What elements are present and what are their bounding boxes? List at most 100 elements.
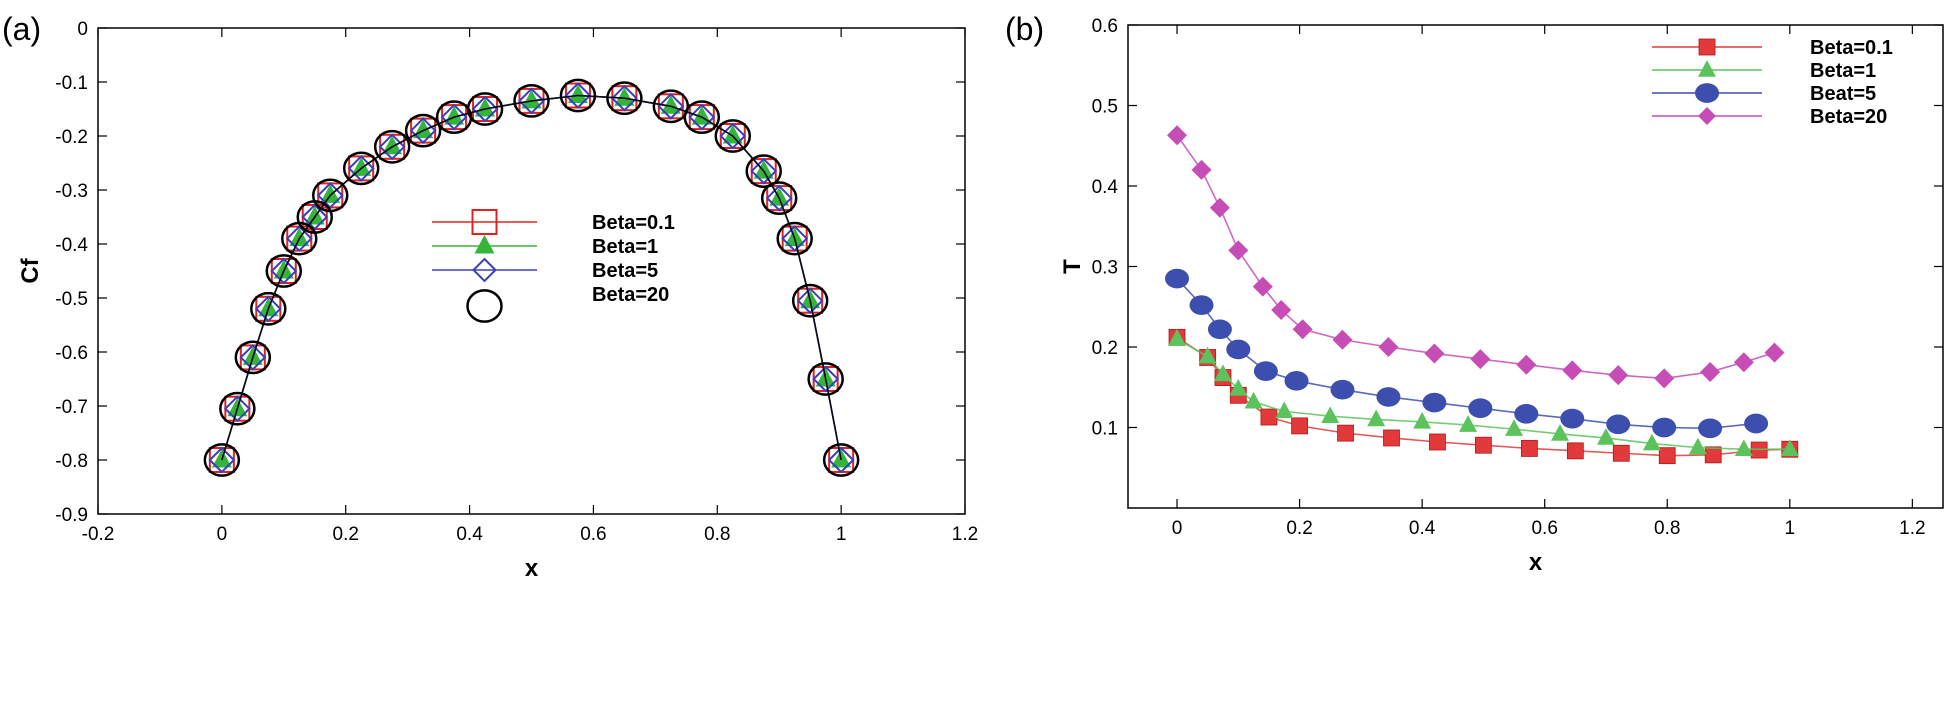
data-point: [765, 184, 793, 212]
data-point: [513, 84, 550, 118]
data-point: [564, 82, 592, 109]
legend-label: Beta=1: [592, 236, 658, 258]
data-point: [1167, 125, 1188, 146]
data-point: [270, 257, 298, 285]
data-point: [750, 157, 778, 185]
data-point: [1475, 436, 1492, 454]
data-point: [1612, 444, 1630, 462]
legend-marker: [466, 289, 503, 323]
data-point: [1429, 433, 1446, 451]
y-tick-label: -0.3: [55, 181, 88, 202]
x-tick-label: 1: [1785, 518, 1796, 539]
data-point: [1422, 392, 1447, 413]
data-point: [301, 203, 329, 231]
x-tick-label: 0.4: [1409, 518, 1436, 539]
y-tick-label: 0.4: [1092, 177, 1119, 198]
data-point: [1470, 349, 1491, 370]
y-tick-label: -0.7: [55, 397, 88, 418]
data-point: [1332, 329, 1353, 350]
data-point: [518, 87, 545, 115]
y-tick-label: 0: [77, 19, 88, 40]
x-tick-label: 1.2: [1899, 518, 1925, 539]
data-point: [1189, 295, 1214, 315]
x-tick-label: 0: [217, 524, 228, 545]
y-tick-label: -0.2: [55, 127, 88, 148]
data-point: [722, 125, 743, 144]
legend-marker: [474, 235, 495, 254]
data-point: [1744, 413, 1769, 434]
y-tick-label: 0.2: [1092, 338, 1118, 359]
y-tick-label: 0.1: [1092, 419, 1118, 440]
data-point: [1424, 343, 1445, 364]
data-point: [1606, 414, 1631, 435]
data-point: [614, 87, 635, 106]
data-point: [683, 100, 721, 134]
legend-item-beta-20: Beta=20: [1652, 106, 1887, 128]
data-point: [1207, 319, 1232, 340]
data-point: [265, 254, 303, 288]
data-point: [1688, 437, 1707, 455]
legend-item-beta-0-1: Beta=0.1: [1652, 37, 1893, 59]
data-point: [1459, 415, 1478, 432]
series-beta-20: [1167, 125, 1785, 389]
data-point: [559, 78, 597, 113]
data-point: [657, 92, 685, 120]
data-point: [304, 206, 325, 225]
data-point: [807, 362, 844, 396]
data-point: [1209, 197, 1230, 218]
data-point: [1165, 268, 1190, 289]
data-point: [1244, 391, 1263, 409]
legend-label: Beat=5: [1810, 83, 1876, 105]
data-point: [1191, 159, 1212, 180]
data-point: [791, 283, 829, 318]
data-point: [1260, 408, 1278, 426]
legend-item-beta-0-1: Beta=0.1: [432, 209, 675, 235]
data-point: [1468, 398, 1493, 419]
x-tick-label: 0.2: [333, 524, 359, 545]
legend-label: Beta=0.1: [592, 212, 675, 234]
data-point: [567, 84, 588, 103]
y-tick-label: -0.8: [55, 451, 88, 472]
data-point: [1292, 319, 1313, 340]
y-tick-label: -0.6: [55, 343, 88, 364]
y-tick-label: 0.3: [1092, 258, 1118, 279]
data-point: [1229, 378, 1248, 396]
data-point: [1596, 428, 1615, 445]
data-point: [1337, 424, 1354, 442]
data-point: [1764, 342, 1785, 363]
data-point: [203, 443, 241, 477]
data-point: [812, 365, 840, 393]
y-axis-label: Cf: [17, 257, 44, 283]
y-tick-label: 0.5: [1092, 97, 1118, 118]
data-point: [1780, 439, 1799, 456]
data-point: [1213, 364, 1232, 382]
data-point: [1608, 365, 1629, 386]
data-point: [1516, 354, 1537, 375]
legend-item-beta-5: Beta=5: [432, 257, 658, 283]
x-axis-label: x: [1529, 549, 1543, 576]
chart-b-temperature: 0 0.2 0.4 0.6 0.8 1 1.2 0.1 0.2 0.3 0.4 0.5 0.6 x T Bet…: [1059, 16, 1944, 576]
legend-item-beat-5: Beat=5: [1652, 83, 1876, 105]
series-line: [221, 94, 842, 461]
data-point: [1652, 417, 1677, 438]
data-point: [1642, 433, 1661, 451]
data-point: [753, 160, 774, 179]
x-tick-label: 0.2: [1286, 518, 1312, 539]
data-point: [1330, 379, 1355, 400]
data-point: [342, 151, 380, 186]
data-point: [776, 221, 813, 256]
x-tick-label: 0.6: [1531, 518, 1557, 539]
data-point: [1226, 339, 1251, 360]
data-point: [466, 92, 504, 126]
legend-item-beta-1: Beta=1: [432, 235, 658, 258]
data-point: [285, 225, 313, 253]
data-point: [1505, 419, 1524, 436]
panel-b-tag: (b): [1005, 11, 1044, 47]
data-point: [320, 184, 341, 203]
data-point: [347, 154, 375, 182]
data-point: [289, 227, 310, 247]
y-tick-label: -0.4: [55, 235, 88, 256]
legend-item-beta-1: Beta=1: [1652, 60, 1876, 82]
data-point: [1734, 439, 1753, 456]
data-point: [219, 391, 256, 426]
